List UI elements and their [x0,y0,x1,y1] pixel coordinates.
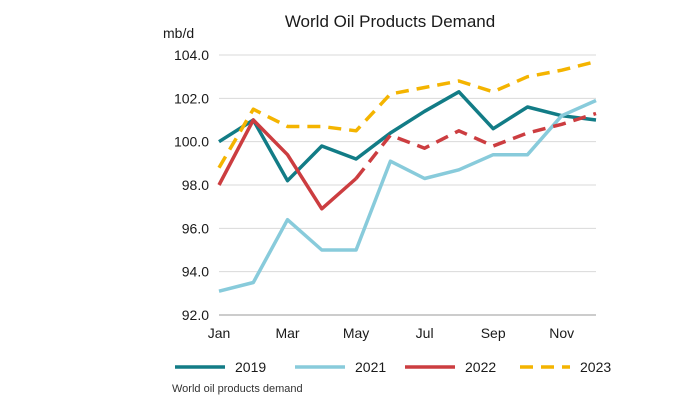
series-line-2023 [217,59,597,169]
x-tick-label: May [343,325,369,341]
chart-title: World Oil Products Demand [285,12,495,31]
series-line-2019 [218,90,597,183]
y-tick-labels: 92.0 94.0 96.0 98.0 100.0 102.0 104.0 [174,47,209,323]
y-tick-label: 102.0 [174,90,209,106]
x-tick-labels: Jan Mar May Jul Sep Nov [208,325,574,341]
x-tick-label: Jul [416,325,434,341]
caption: World oil products demand [172,383,303,395]
x-tick-label: Nov [549,325,574,341]
x-tick-label: Jan [208,325,231,341]
series-lines [217,59,597,293]
legend-label-2021: 2021 [355,359,386,375]
y-tick-label: 94.0 [182,264,209,280]
legend-label-2019: 2019 [235,359,266,375]
series-line-2022-forecast [354,111,597,180]
y-tick-label: 100.0 [174,134,209,150]
grid-lines [219,54,596,316]
series-line-2021 [218,98,597,293]
y-axis-label: mb/d [163,25,194,41]
y-tick-label: 98.0 [182,177,209,193]
legend: 2019 2021 2022 2023 [175,359,611,375]
legend-label-2022: 2022 [465,359,496,375]
legend-label-2023: 2023 [580,359,611,375]
series-line-2022-actual [217,118,358,211]
x-tick-label: Sep [481,325,506,341]
y-tick-label: 104.0 [174,47,209,63]
y-tick-label: 96.0 [182,220,209,236]
y-tick-label: 92.0 [182,307,209,323]
x-tick-label: Mar [275,325,299,341]
